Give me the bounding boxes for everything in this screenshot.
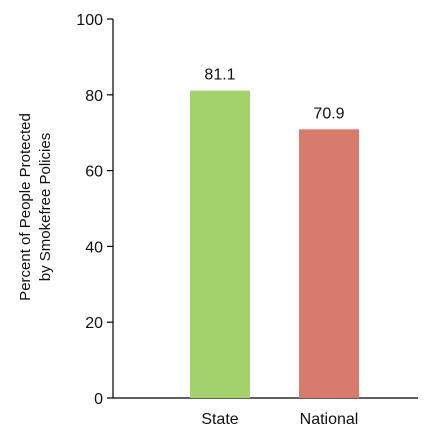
x-category-label: National [300, 411, 359, 428]
y-tick-label: 60 [85, 164, 103, 181]
bar-national [299, 129, 359, 398]
bar-state [190, 90, 250, 399]
data-label: 70.9 [313, 105, 344, 122]
y-axis-label: Percent of People Protected by Smokefree… [17, 113, 54, 301]
bars [190, 90, 359, 399]
y-axis-label-line-2: by Smokefree Policies [37, 133, 54, 281]
axes: 0 20 40 60 80 100 [76, 12, 418, 408]
labels: 81.1 State 70.9 National [201, 67, 358, 428]
y-tick-label: 100 [76, 12, 103, 29]
x-category-label: State [201, 411, 238, 428]
y-tick-label: 40 [85, 239, 103, 256]
y-tick-label: 80 [85, 88, 103, 105]
y-axis-label-line-1: Percent of People Protected [17, 113, 34, 301]
y-tick-label: 20 [85, 315, 103, 332]
data-label: 81.1 [204, 67, 235, 84]
y-tick-label: 0 [94, 391, 103, 408]
